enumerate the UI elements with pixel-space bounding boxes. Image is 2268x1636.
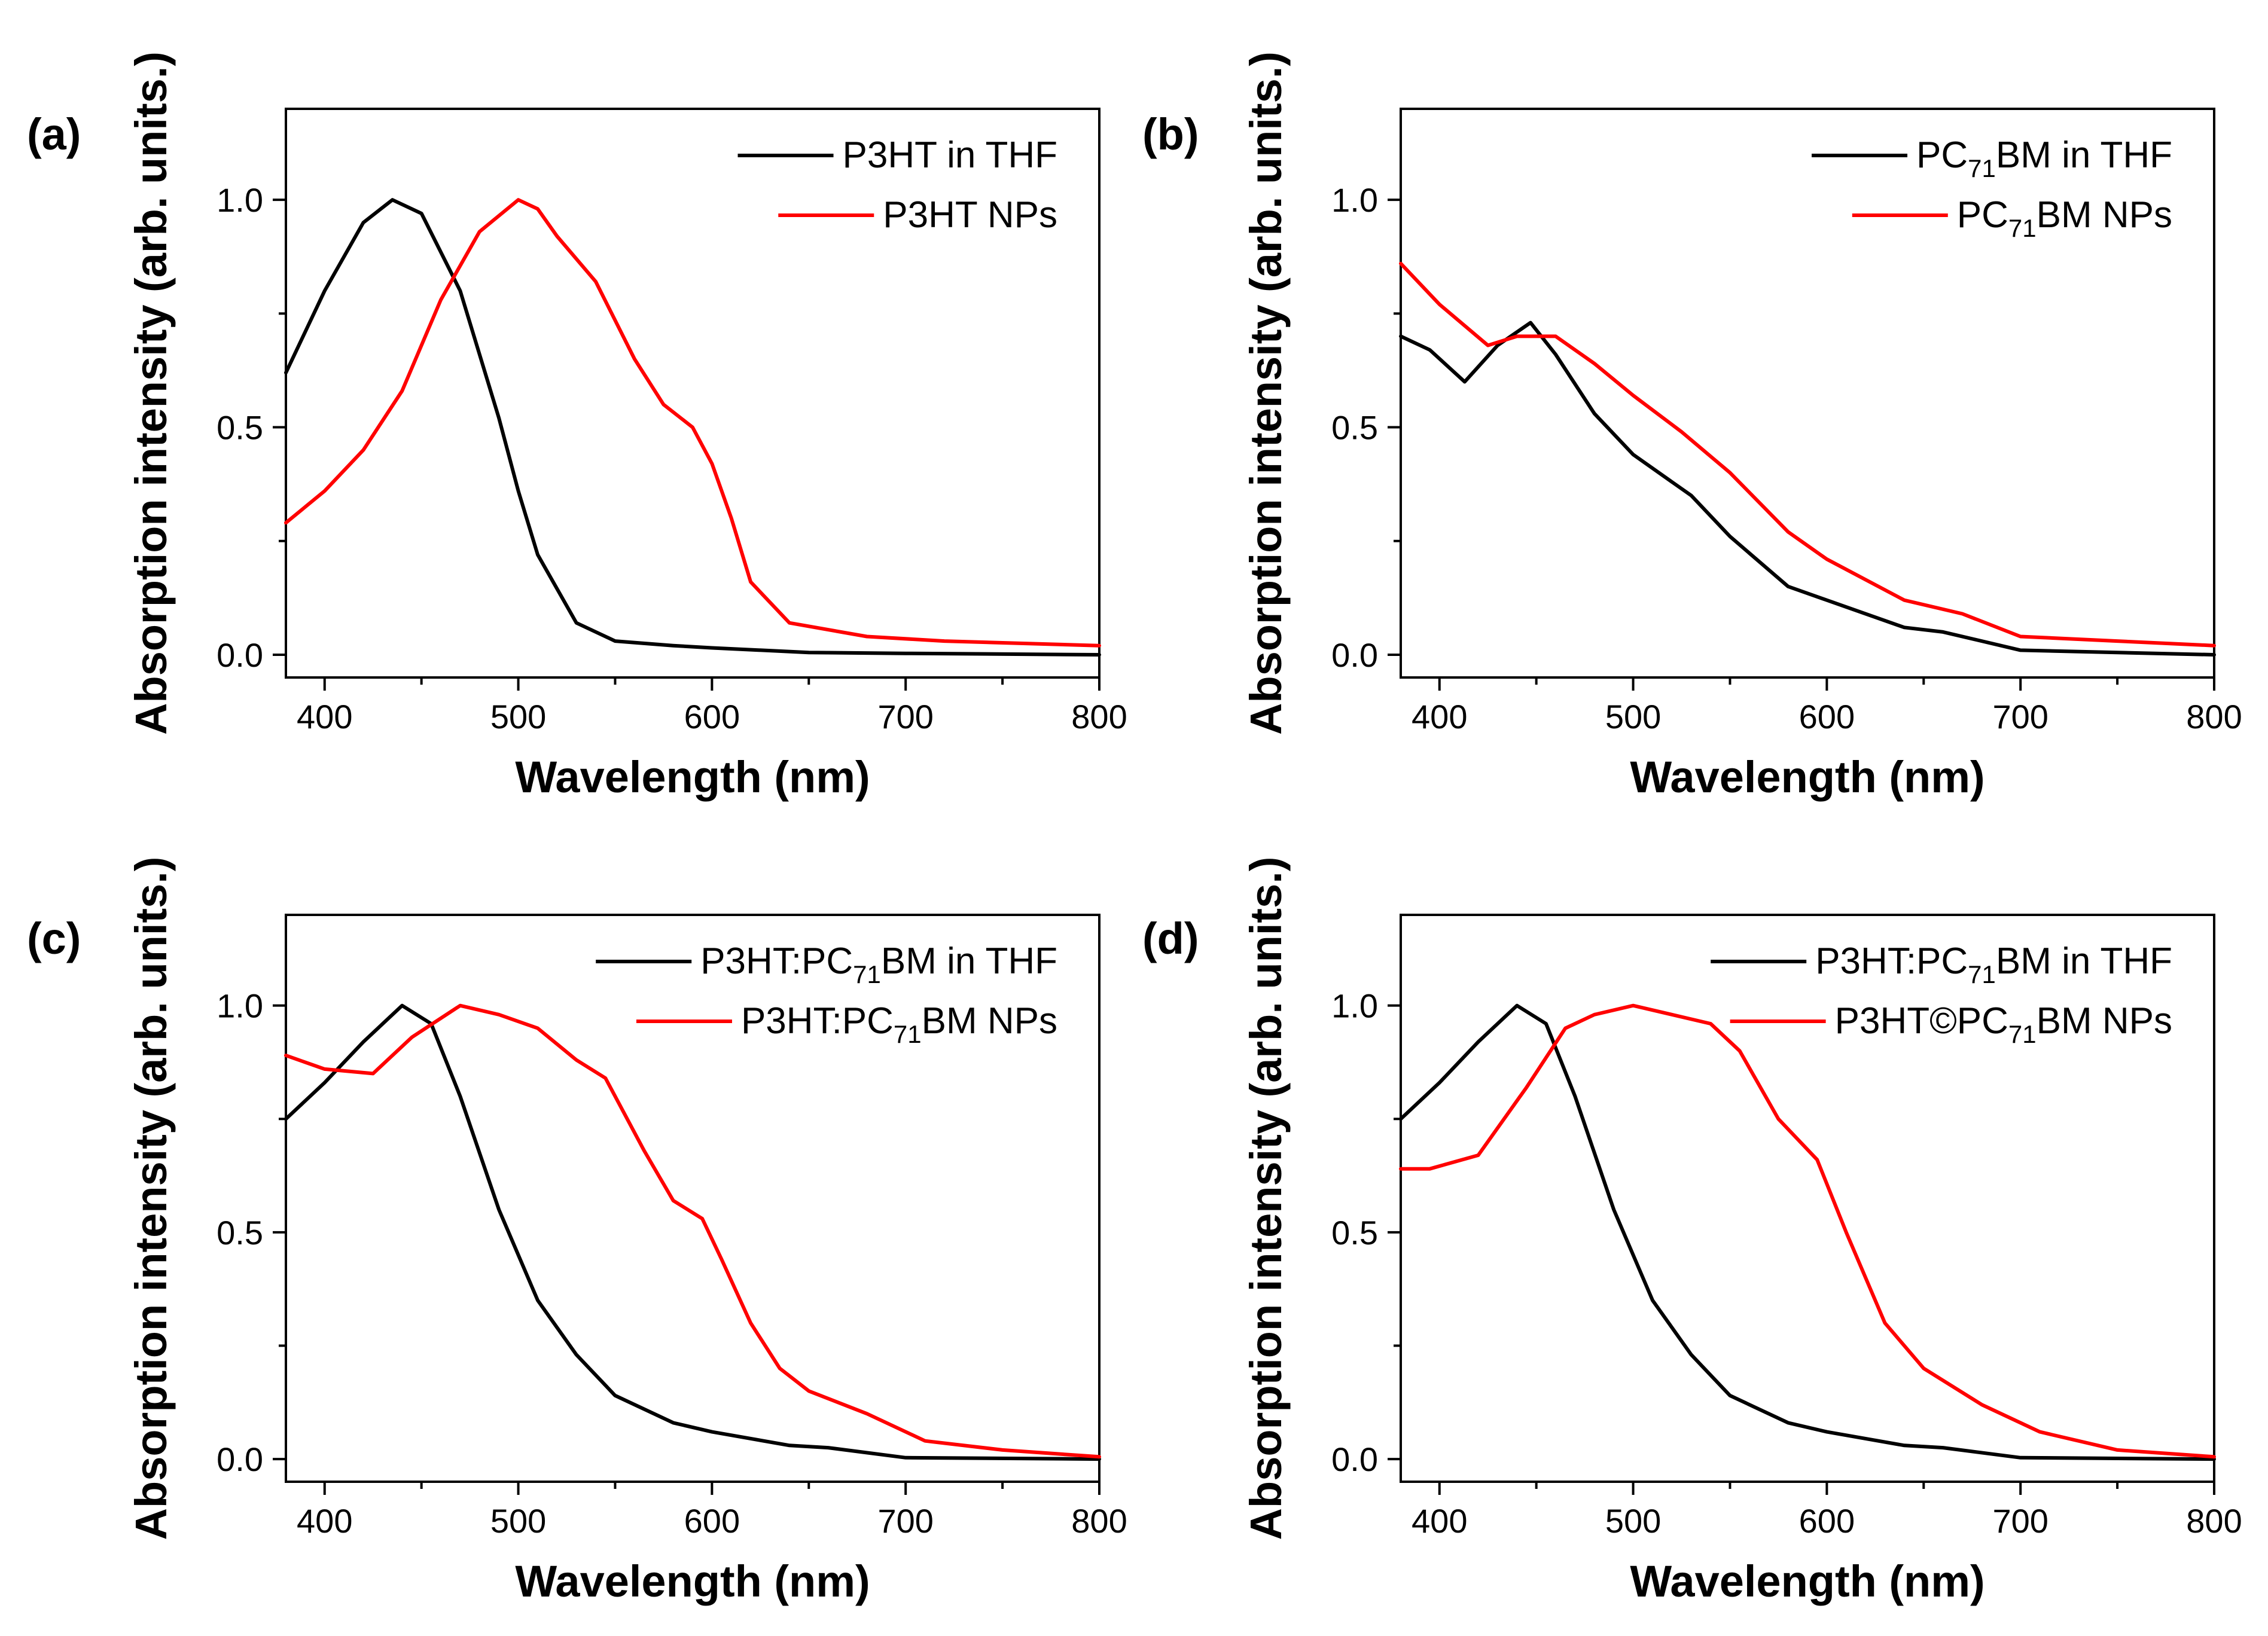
series-line-2 <box>284 198 1101 648</box>
x-tick-label: 500 <box>1605 698 1661 735</box>
y-tick-label: 1.0 <box>217 987 263 1025</box>
y-axis-title: Absorption intensity (arb. units.) <box>1241 51 1291 735</box>
x-tick-label: 400 <box>1412 698 1467 735</box>
x-tick-label: 600 <box>1799 1502 1855 1540</box>
legend-label-2: P3HT©PC71BM NPs <box>1835 1000 2172 1048</box>
chart-panel-b: (b) 400 500 600 700 800 0.0 0.5 1.0 Wavelength (n… <box>1142 51 2242 802</box>
x-tick-label: 800 <box>2186 698 2242 735</box>
y-tick-label: 0.5 <box>217 1214 263 1252</box>
series-line-1 <box>1399 1003 2216 1461</box>
y-tick-label: 1.0 <box>217 181 263 219</box>
x-tick-label: 600 <box>684 1502 740 1540</box>
x-tick-label: 700 <box>877 698 933 735</box>
x-tick-label: 500 <box>1605 1502 1661 1540</box>
panel-label: (b) <box>1142 109 1199 159</box>
y-tick-label: 0.0 <box>217 1440 263 1478</box>
series-line-2 <box>1399 1003 2216 1459</box>
y-axis-title: Absorption intensity (arb. units.) <box>1241 857 1291 1540</box>
legend-label-2: P3HT NPs <box>883 194 1057 236</box>
plot-frame <box>285 914 1101 1483</box>
x-tick-label: 700 <box>877 1502 933 1540</box>
y-tick-label: 0.5 <box>217 409 263 447</box>
legend-label-2: P3HT:PC71BM NPs <box>741 1000 1057 1048</box>
x-tick-label: 600 <box>1799 698 1855 735</box>
x-tick-label: 800 <box>1071 1502 1127 1540</box>
series-line-1 <box>284 1003 1101 1461</box>
x-axis-title: Wavelength (nm) <box>1630 752 1984 802</box>
y-tick-label: 1.0 <box>1331 181 1378 219</box>
panel-label: (d) <box>1142 914 1199 963</box>
y-tick-label: 0.0 <box>1331 1440 1378 1478</box>
chart-panel-d: (d) 400 500 600 700 800 0.0 0.5 1.0 Wavelength (n… <box>1142 857 2242 1606</box>
y-tick-label: 0.5 <box>1331 409 1378 447</box>
y-tick-label: 0.0 <box>1331 636 1378 674</box>
series-line-2 <box>284 1003 1101 1459</box>
y-tick-label: 1.0 <box>1331 987 1378 1025</box>
legend-label-1: PC71BM in THF <box>1916 135 2172 182</box>
x-axis-title: Wavelength (nm) <box>1630 1556 1984 1606</box>
chart-panel-c: (c) 400 500 600 700 800 0.0 0.5 1.0 Wavelength (n… <box>27 857 1127 1606</box>
panel-label: (a) <box>27 109 81 159</box>
chart-panel-a: (a) 400 500 600 700 800 0.0 0.5 1.0 Wavelength (n… <box>27 51 1127 802</box>
series-line-1 <box>284 198 1101 657</box>
x-tick-label: 700 <box>1992 698 2048 735</box>
series-line-2 <box>1399 261 2216 648</box>
x-tick-label: 600 <box>684 698 740 735</box>
x-tick-label: 800 <box>1071 698 1127 735</box>
legend-label-1: P3HT:PC71BM in THF <box>1815 941 2172 988</box>
x-tick-label: 500 <box>490 1502 546 1540</box>
y-axis-title: Absorption intensity (arb. units.) <box>126 857 176 1540</box>
legend-label-1: P3HT in THF <box>843 135 1057 176</box>
legend-label-2: PC71BM NPs <box>1957 194 2172 242</box>
x-tick-label: 400 <box>297 1502 352 1540</box>
legend-label-1: P3HT:PC71BM in THF <box>700 941 1057 988</box>
x-tick-label: 500 <box>490 698 546 735</box>
x-tick-label: 700 <box>1992 1502 2048 1540</box>
y-tick-label: 0.5 <box>1331 1214 1378 1252</box>
series-line-1 <box>1399 321 2216 657</box>
x-tick-label: 800 <box>2186 1502 2242 1540</box>
x-tick-label: 400 <box>1412 1502 1467 1540</box>
x-axis-title: Wavelength (nm) <box>515 752 870 802</box>
y-tick-label: 0.0 <box>217 636 263 674</box>
plot-frame <box>285 108 1101 679</box>
plot-frame <box>1400 108 2215 679</box>
plot-frame <box>1400 914 2215 1483</box>
x-axis-title: Wavelength (nm) <box>515 1556 870 1606</box>
x-tick-label: 400 <box>297 698 352 735</box>
panel-label: (c) <box>27 914 81 963</box>
y-axis-title: Absorption intensity (arb. units.) <box>126 51 176 735</box>
